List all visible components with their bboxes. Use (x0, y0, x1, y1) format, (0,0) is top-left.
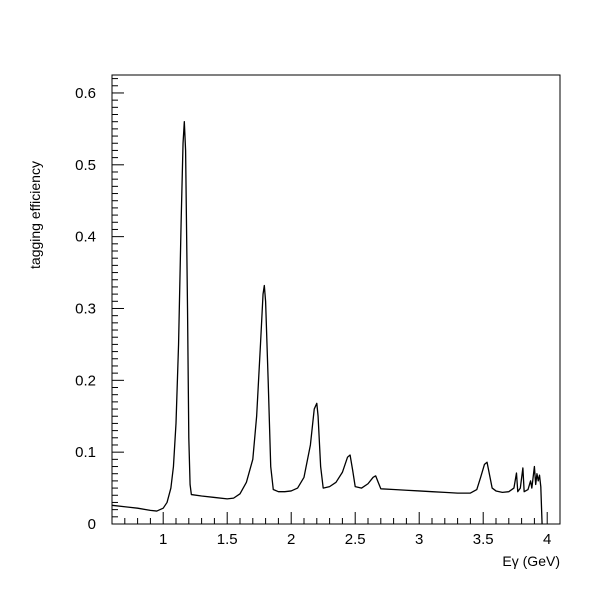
y-tick-label: 0.2 (75, 372, 96, 389)
x-tick-label: 2 (287, 531, 295, 548)
x-tick-label: 4 (543, 531, 551, 548)
x-axis-tick-labels: 1 1.5 2 2.5 3 3.5 4 (159, 531, 551, 548)
y-tick-label: 0.6 (75, 85, 96, 102)
y-tick-label: 0.5 (75, 157, 96, 174)
y-tick-label: 0.1 (75, 444, 96, 461)
efficiency-series-line (111, 121, 543, 525)
y-axis-ticks (112, 78, 124, 525)
x-axis-label: Eγ (GeV) (502, 553, 560, 569)
y-axis-label: tagging efficiency (27, 161, 43, 269)
x-tick-label: 1 (159, 531, 167, 548)
x-tick-label: 3.5 (473, 531, 494, 548)
y-tick-label: 0.4 (75, 229, 96, 246)
x-tick-label: 3 (415, 531, 423, 548)
x-axis-ticks (111, 512, 561, 524)
x-tick-label: 2.5 (345, 531, 366, 548)
y-tick-label: 0 (88, 516, 96, 533)
y-axis-tick-labels: 0 0.1 0.2 0.3 0.4 0.5 0.6 (75, 85, 96, 533)
y-tick-label: 0.3 (75, 300, 96, 317)
plot-frame (111, 74, 561, 525)
x-tick-label: 1.5 (217, 531, 238, 548)
